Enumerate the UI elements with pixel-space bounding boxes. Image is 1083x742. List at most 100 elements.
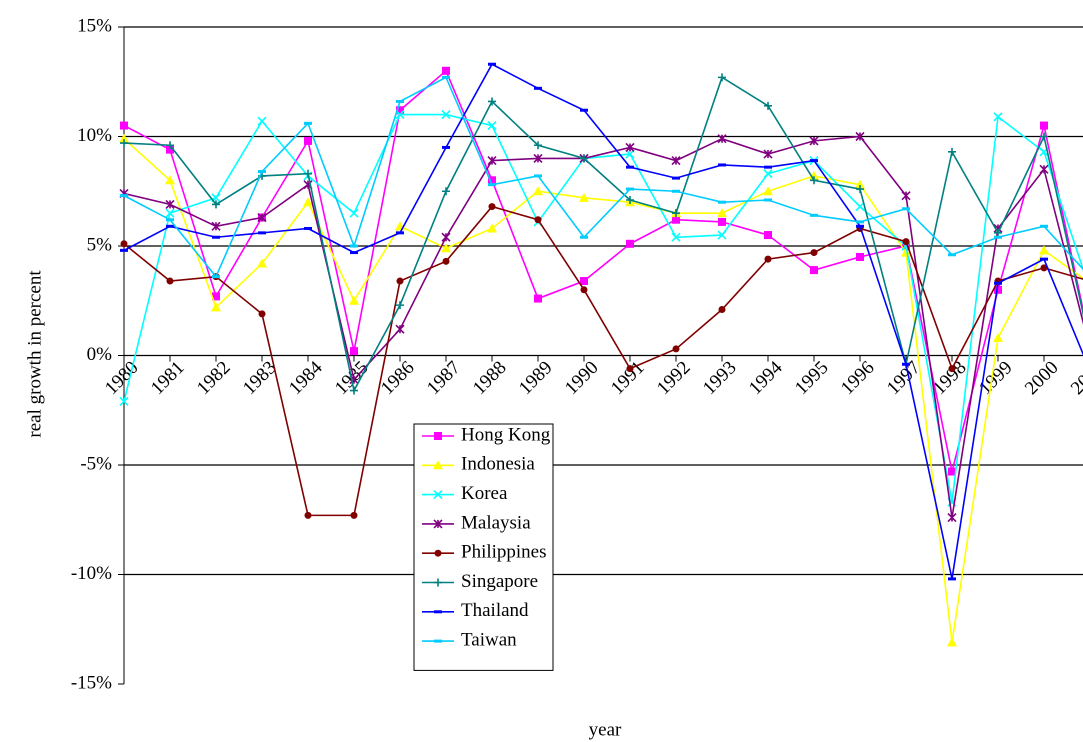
y-tick-label: 0% [87, 344, 113, 365]
data-point [396, 106, 404, 115]
data-point [580, 286, 588, 294]
data-point [763, 186, 773, 196]
x-tick-label: 1989 [515, 357, 557, 399]
x-tick-label: 1987 [423, 357, 465, 399]
data-point [212, 200, 220, 209]
data-point [901, 247, 911, 257]
data-point [165, 208, 175, 218]
data-point [671, 156, 681, 166]
data-point [580, 277, 588, 286]
legend-label: Korea [461, 483, 508, 504]
data-point [810, 266, 818, 275]
data-point [487, 120, 497, 131]
data-point [534, 294, 542, 303]
data-point [626, 239, 634, 248]
data-point [672, 209, 680, 218]
data-point [810, 249, 818, 257]
data-point [717, 208, 727, 218]
x-tick-label: 1982 [193, 357, 235, 399]
data-point [764, 101, 772, 110]
data-point [304, 136, 312, 145]
data-point [395, 324, 405, 334]
data-point [350, 511, 358, 519]
data-point [672, 345, 680, 353]
data-point [855, 179, 865, 189]
y-tick-label: 15% [77, 15, 112, 36]
data-point [119, 396, 129, 407]
data-point [671, 232, 681, 242]
x-tick-label: 1992 [653, 357, 695, 399]
legend-label: Philippines [461, 542, 547, 563]
data-point [856, 252, 864, 261]
data-point [534, 216, 542, 224]
data-point [717, 230, 727, 240]
data-point [487, 223, 497, 233]
data-point [166, 145, 174, 154]
x-tick-label: 2001 [1067, 357, 1083, 399]
data-point [579, 192, 589, 202]
x-tick-label: 1990 [561, 357, 603, 399]
data-point [396, 301, 404, 310]
data-point [855, 131, 865, 142]
data-point [120, 121, 128, 130]
data-point [304, 511, 312, 519]
series-line [123, 205, 1083, 517]
data-point [672, 215, 680, 224]
data-point [764, 255, 772, 263]
legend: Hong Kong Indonesia Korea Malaysia Philippin… [413, 423, 554, 671]
x-tick-label: 2000 [1021, 357, 1063, 399]
data-point [349, 208, 359, 218]
data-point [258, 310, 266, 318]
data-point [994, 228, 1002, 237]
data-point [718, 306, 726, 314]
data-point [626, 196, 634, 205]
data-point [166, 277, 174, 285]
legend-marker [434, 549, 442, 557]
data-point [947, 512, 957, 523]
data-point [442, 66, 450, 75]
data-point [1040, 264, 1048, 272]
data-point [580, 154, 588, 163]
legend-marker [433, 519, 443, 529]
series-line [123, 63, 1083, 580]
data-point [856, 185, 864, 194]
data-point [442, 257, 450, 265]
y-tick-label: -15% [71, 672, 112, 693]
data-point [304, 169, 312, 178]
series-line [123, 76, 1083, 393]
x-tick-label: 1994 [745, 357, 787, 399]
legend-marker [434, 432, 442, 440]
x-tick-label: 1984 [285, 357, 327, 399]
data-point [441, 110, 451, 120]
y-tick-label: -5% [80, 453, 112, 474]
series-line [123, 138, 1083, 643]
data-point [763, 149, 773, 159]
data-point [165, 199, 175, 209]
legend-label: Taiwan [461, 629, 517, 650]
data-point [948, 365, 956, 373]
data-point [166, 141, 174, 150]
y-tick-label: 10% [77, 125, 112, 146]
x-tick-label: 1995 [791, 357, 833, 399]
data-point [211, 302, 221, 312]
series-line [123, 113, 1083, 503]
series-line [123, 76, 1083, 279]
data-point [212, 292, 220, 301]
data-point [625, 149, 635, 159]
data-point [488, 97, 496, 106]
x-axis-label: year [589, 719, 622, 740]
data-point [718, 217, 726, 226]
data-point [396, 277, 404, 285]
data-point [1039, 245, 1049, 255]
data-point [855, 202, 865, 212]
x-tick-label: 1988 [469, 357, 511, 399]
data-point [764, 231, 772, 240]
series-line [123, 69, 1083, 472]
y-tick-label: -10% [71, 563, 112, 584]
legend-label: Indonesia [461, 454, 535, 475]
data-point [487, 156, 497, 166]
data-point [947, 637, 957, 647]
data-point [350, 347, 358, 356]
data-point [948, 147, 956, 156]
